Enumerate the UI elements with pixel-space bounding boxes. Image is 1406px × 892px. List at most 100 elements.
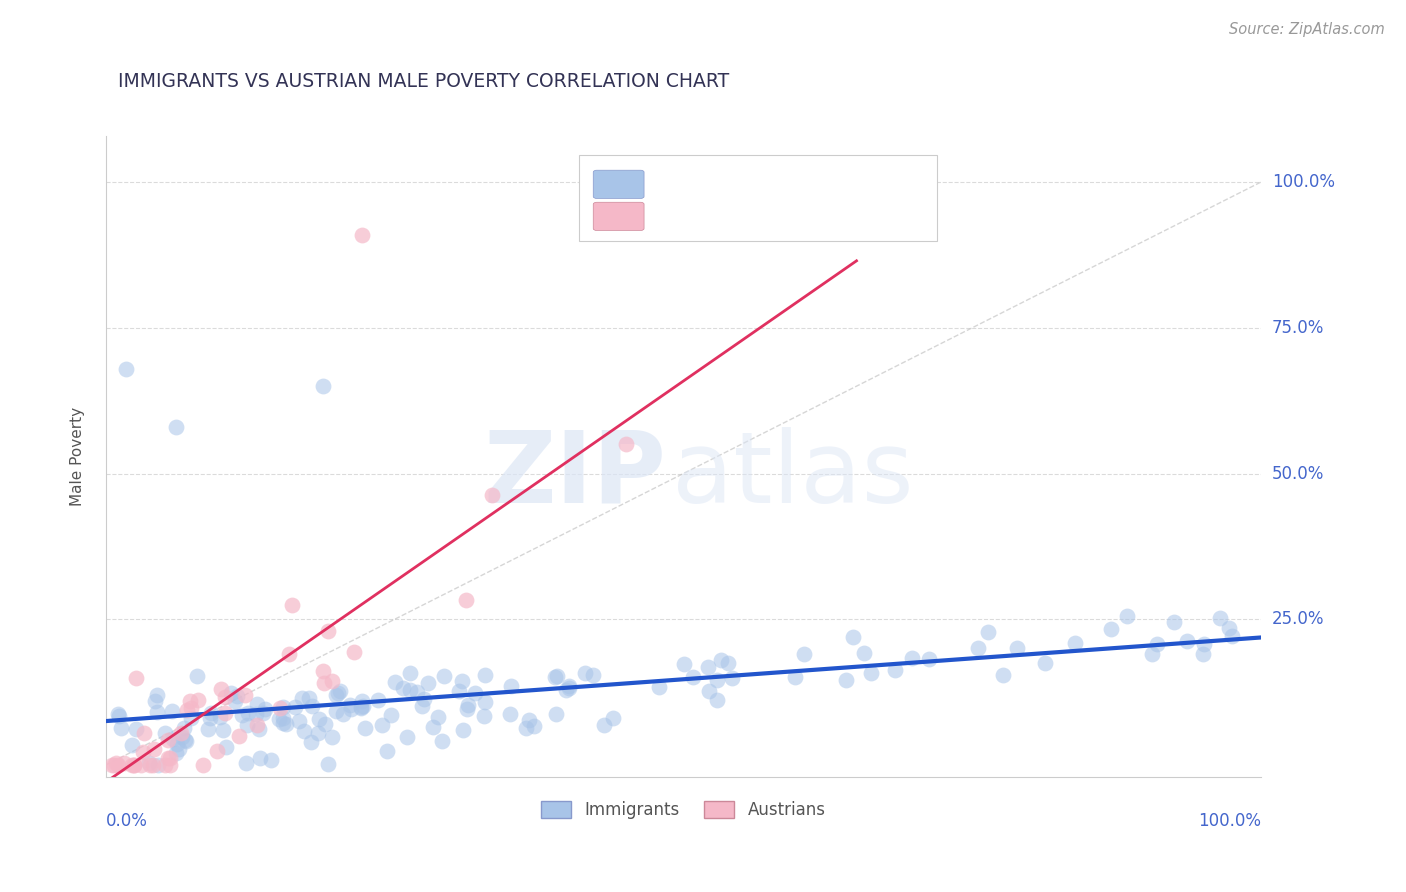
Point xyxy=(430,734,453,748)
Point xyxy=(367,693,389,707)
Point xyxy=(233,688,256,702)
Point xyxy=(173,721,195,735)
Point xyxy=(159,751,181,765)
Point xyxy=(1007,640,1029,655)
Point xyxy=(110,721,132,735)
Point xyxy=(179,694,201,708)
Point xyxy=(329,683,352,698)
Point xyxy=(121,738,143,752)
Point xyxy=(474,709,496,723)
Point xyxy=(456,702,478,716)
Point xyxy=(271,716,294,731)
Point xyxy=(288,714,311,728)
Point xyxy=(1218,621,1240,635)
Point xyxy=(278,647,301,661)
Point xyxy=(339,698,361,712)
Point xyxy=(793,647,815,661)
Point xyxy=(156,750,179,764)
Point xyxy=(325,704,347,718)
Point xyxy=(142,742,165,756)
Point xyxy=(276,717,298,731)
Text: N = 45: N = 45 xyxy=(770,205,831,223)
Point xyxy=(399,682,422,697)
Point xyxy=(219,686,242,700)
Point xyxy=(350,700,373,714)
Point xyxy=(574,666,596,681)
Point xyxy=(271,711,294,725)
Text: N = 151: N = 151 xyxy=(770,173,842,192)
FancyBboxPatch shape xyxy=(579,155,938,242)
Point xyxy=(231,708,253,723)
Point xyxy=(281,598,304,612)
Point xyxy=(162,731,184,746)
Point xyxy=(159,758,181,772)
Point xyxy=(380,708,402,723)
Point xyxy=(143,694,166,708)
Point xyxy=(132,745,155,759)
Point xyxy=(706,673,728,688)
Point xyxy=(236,706,259,720)
Point xyxy=(273,699,295,714)
Point xyxy=(350,694,373,708)
Point xyxy=(554,683,576,698)
Point xyxy=(125,672,148,686)
Legend: Immigrants, Austrians: Immigrants, Austrians xyxy=(534,795,832,826)
Point xyxy=(318,624,340,638)
Point xyxy=(427,709,450,723)
Point xyxy=(499,707,522,722)
Point xyxy=(235,756,257,771)
Point xyxy=(112,756,135,771)
Point xyxy=(132,726,155,740)
Point xyxy=(710,653,733,667)
Point xyxy=(247,723,270,737)
Point xyxy=(457,698,479,712)
Point xyxy=(155,758,177,772)
Point xyxy=(252,706,274,721)
Point xyxy=(993,668,1015,682)
Point xyxy=(260,753,283,767)
Point xyxy=(208,710,231,724)
Point xyxy=(697,683,720,698)
Point xyxy=(1140,647,1163,661)
Text: atlas: atlas xyxy=(672,427,914,524)
Point xyxy=(515,722,537,736)
Point xyxy=(205,744,228,758)
Point xyxy=(291,690,314,705)
Point xyxy=(228,730,250,744)
FancyBboxPatch shape xyxy=(593,202,644,230)
Text: Male Poverty: Male Poverty xyxy=(70,407,84,506)
Text: 50.0%: 50.0% xyxy=(1272,465,1324,483)
Point xyxy=(101,758,124,772)
Point xyxy=(176,703,198,717)
Point xyxy=(395,730,418,744)
Point xyxy=(197,723,219,737)
Point xyxy=(249,751,271,765)
Point xyxy=(225,689,247,703)
Point xyxy=(174,732,197,747)
Point xyxy=(672,657,695,672)
Point xyxy=(209,681,232,696)
Point xyxy=(124,758,146,772)
Point xyxy=(593,718,616,732)
Point xyxy=(841,630,863,644)
Text: 75.0%: 75.0% xyxy=(1272,319,1324,337)
Point xyxy=(1116,609,1139,624)
Point xyxy=(371,718,394,732)
Point xyxy=(103,758,125,772)
Point xyxy=(165,420,187,434)
Point xyxy=(312,379,335,393)
Point xyxy=(174,733,197,747)
Point xyxy=(170,731,193,745)
Point xyxy=(314,717,336,731)
Point xyxy=(157,732,180,747)
Point xyxy=(269,700,291,714)
Point xyxy=(124,758,146,772)
Point xyxy=(245,706,267,721)
Point xyxy=(138,756,160,771)
Point xyxy=(215,739,238,754)
Point xyxy=(198,711,221,725)
Point xyxy=(328,686,350,700)
Point xyxy=(354,722,377,736)
Text: Source: ZipAtlas.com: Source: ZipAtlas.com xyxy=(1229,22,1385,37)
Point xyxy=(224,694,246,708)
